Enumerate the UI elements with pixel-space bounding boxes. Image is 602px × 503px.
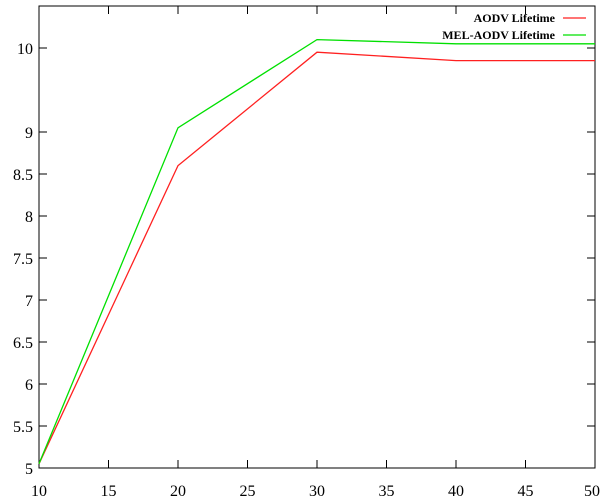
legend-label: MEL-AODV Lifetime: [442, 28, 555, 42]
y-tick-label: 10: [17, 41, 33, 58]
series-line-1: [38, 51, 595, 465]
y-tick-label: 6: [25, 377, 33, 394]
y-tick-label: 6.5: [13, 335, 33, 352]
x-tick-label: 20: [170, 483, 186, 500]
y-tick-label: 7.5: [13, 251, 33, 268]
axes: 10 15 20 25 30 35 40 45 50 5 5.5 6 6.5 7 7.5 8 8.5 9 10: [13, 5, 600, 500]
x-tick-label: 35: [379, 483, 395, 500]
x-tick-label: 30: [309, 483, 325, 500]
y-tick-label: 8: [25, 209, 33, 226]
series-line-2: [38, 38, 595, 465]
legend-label: AODV Lifetime: [474, 11, 556, 25]
x-tick-label: 25: [240, 483, 256, 500]
x-tick-label: 10: [31, 483, 47, 500]
y-tick-label: 8.5: [13, 167, 33, 184]
y-tick-label: 5: [25, 461, 33, 478]
x-tick-label: 45: [518, 483, 534, 500]
y-tick-label: 9: [25, 125, 33, 142]
y-tick-label: 5.5: [13, 419, 33, 436]
x-tick-label: 50: [584, 483, 600, 500]
x-tick-label: 40: [448, 483, 464, 500]
series-lines: [38, 38, 595, 465]
plot-frame: [38, 5, 596, 469]
x-tick-label: 15: [101, 483, 117, 500]
y-tick-label: 7: [25, 293, 33, 310]
legend: AODV Lifetime MEL-AODV Lifetime: [442, 11, 586, 42]
